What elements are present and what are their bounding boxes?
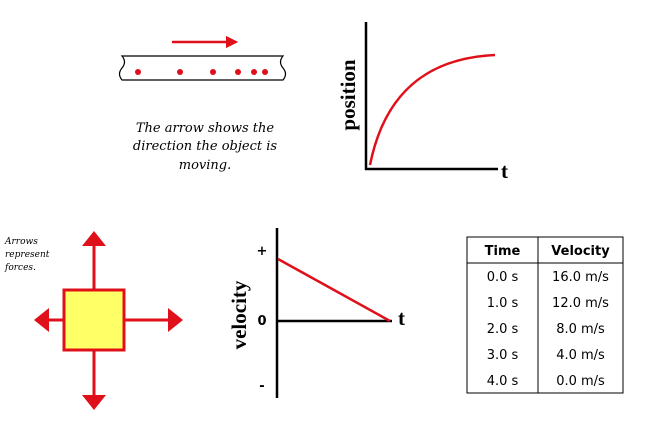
- table-border: [466, 236, 624, 394]
- table-cell: 12.0 m/s: [552, 296, 609, 311]
- table-cell: 3.0 s: [487, 348, 519, 363]
- table-cell: 0.0 s: [487, 270, 519, 285]
- y-axis-label: velocity: [227, 280, 251, 349]
- x-axis-label: t: [501, 159, 508, 183]
- caption-line: represent: [5, 250, 50, 260]
- caption-line: forces.: [4, 263, 36, 273]
- table-cell: 2.0 s: [487, 322, 519, 337]
- caption-line: moving.: [179, 158, 231, 173]
- y-mark: +: [257, 244, 268, 259]
- table-cell: 1.0 s: [487, 296, 519, 311]
- force-diagram: Arrows represent forces.: [4, 231, 183, 410]
- position-graph: position t: [336, 22, 508, 183]
- table-cell: 4.0 m/s: [556, 348, 605, 363]
- data-table: Time Velocity 0.0 s 16.0 m/s 1.0 s 12.0 m/s 2.…: [466, 236, 624, 394]
- caption-line: Arrows: [4, 237, 38, 247]
- y-mark: 0: [257, 314, 266, 329]
- table-cell: 0.0 m/s: [556, 374, 605, 389]
- table-header: Time: [485, 244, 521, 259]
- x-axis-label: t: [398, 306, 405, 330]
- caption-line: direction the object is: [133, 139, 277, 154]
- table-cell: 4.0 s: [487, 374, 519, 389]
- velocity-graph: + 0 - velocity t: [227, 228, 405, 398]
- motion-diagram: The arrow shows the direction the object…: [118, 35, 287, 173]
- table-header: Velocity: [551, 244, 610, 259]
- y-axis-label: position: [336, 59, 360, 131]
- y-mark: -: [259, 379, 264, 394]
- caption-line: The arrow shows the: [136, 121, 275, 136]
- table-cell: 16.0 m/s: [552, 270, 609, 285]
- table-cell: 8.0 m/s: [556, 322, 605, 337]
